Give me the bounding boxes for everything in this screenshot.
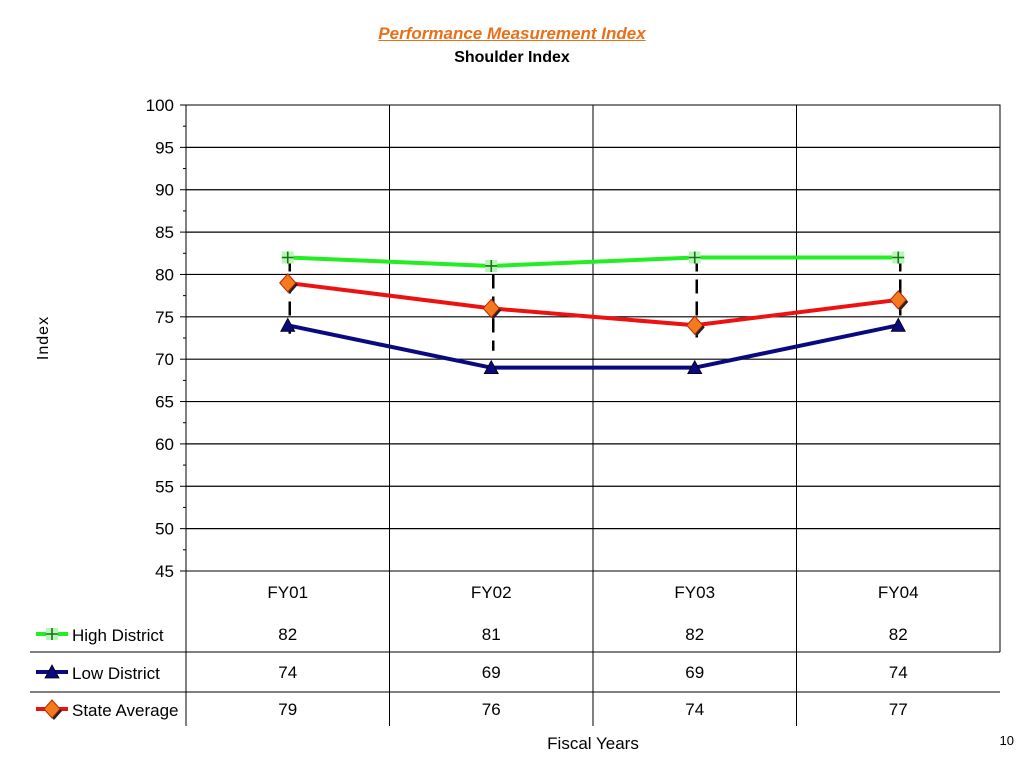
table-value: 74 <box>278 663 297 682</box>
x-tick-label: FY01 <box>267 583 308 602</box>
legend-label: State Average <box>72 701 179 720</box>
y-tick-label: 70 <box>155 350 174 369</box>
data-point-triangle <box>280 317 296 332</box>
data-point-plus <box>281 251 294 264</box>
series-line <box>287 323 899 370</box>
series-line <box>287 255 899 268</box>
data-point-diamond <box>686 315 704 336</box>
y-tick-label: 60 <box>155 435 174 454</box>
table-value: 74 <box>685 700 704 719</box>
y-tick-label: 80 <box>155 265 174 284</box>
data-point-plus <box>892 251 905 264</box>
y-tick-label: 100 <box>146 96 174 115</box>
table-value: 82 <box>889 625 908 644</box>
data-point-diamond <box>279 273 297 293</box>
table-value: 79 <box>278 700 297 719</box>
y-tick-label: 65 <box>155 393 174 412</box>
chart-title: Performance Measurement Index <box>378 24 646 43</box>
data-point-triangle <box>687 359 703 375</box>
table-value: 82 <box>685 625 704 644</box>
series-line <box>287 280 899 328</box>
chart-subtitle: Shoulder Index <box>454 49 570 66</box>
table-value: 76 <box>482 700 501 719</box>
x-tick-label: FY03 <box>674 583 715 602</box>
legend-label: High District <box>72 626 164 645</box>
legend-label: Low District <box>72 664 160 683</box>
x-tick-label: FY02 <box>471 583 512 602</box>
y-axis-label: Index <box>35 316 52 360</box>
y-tick-label: 90 <box>155 181 174 200</box>
y-tick-label: 95 <box>155 138 174 157</box>
table-value: 82 <box>278 625 297 644</box>
table-value: 69 <box>482 663 501 682</box>
data-point-triangle <box>890 317 906 332</box>
table-value: 81 <box>482 625 501 644</box>
x-tick-label: FY04 <box>878 583 919 602</box>
y-tick-label: 85 <box>155 223 174 242</box>
y-tick-label: 50 <box>155 520 174 539</box>
legend-marker-diamond <box>43 699 61 719</box>
legend-marker-triangle <box>44 664 60 679</box>
table-value: 69 <box>685 663 704 682</box>
y-tick-label: 55 <box>155 477 174 496</box>
table-value: 74 <box>889 663 908 682</box>
data-point-diamond <box>889 290 907 310</box>
x-axis-label: Fiscal Years <box>547 734 639 753</box>
data-point-plus <box>688 251 701 264</box>
data-point-plus <box>485 259 498 272</box>
legend-marker-plus <box>46 628 58 640</box>
table-value: 77 <box>889 700 908 719</box>
data-point-diamond <box>482 298 500 319</box>
y-tick-label: 75 <box>155 308 174 327</box>
page-number: 10 <box>999 733 1014 748</box>
data-point-triangle <box>483 359 499 375</box>
y-tick-label: 45 <box>155 562 174 581</box>
